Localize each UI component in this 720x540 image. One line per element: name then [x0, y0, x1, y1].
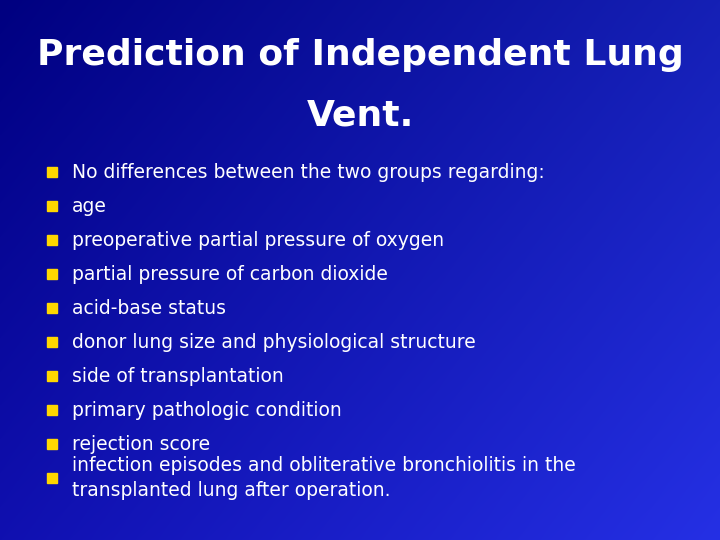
- Bar: [47, 269, 57, 279]
- Bar: [47, 371, 57, 381]
- Text: preoperative partial pressure of oxygen: preoperative partial pressure of oxygen: [72, 231, 444, 249]
- Text: acid-base status: acid-base status: [72, 299, 226, 318]
- Text: side of transplantation: side of transplantation: [72, 367, 284, 386]
- Text: partial pressure of carbon dioxide: partial pressure of carbon dioxide: [72, 265, 388, 284]
- Text: rejection score: rejection score: [72, 435, 210, 454]
- Text: age: age: [72, 197, 107, 215]
- Bar: [47, 337, 57, 347]
- Text: Vent.: Vent.: [307, 98, 413, 132]
- Bar: [47, 201, 57, 211]
- Bar: [47, 167, 57, 177]
- Bar: [47, 439, 57, 449]
- Text: donor lung size and physiological structure: donor lung size and physiological struct…: [72, 333, 476, 352]
- Text: Prediction of Independent Lung: Prediction of Independent Lung: [37, 38, 683, 72]
- Text: No differences between the two groups regarding:: No differences between the two groups re…: [72, 163, 545, 181]
- Bar: [47, 473, 57, 483]
- Text: infection episodes and obliterative bronchiolitis in the
transplanted lung after: infection episodes and obliterative bron…: [72, 456, 576, 500]
- Text: primary pathologic condition: primary pathologic condition: [72, 401, 342, 420]
- Bar: [47, 303, 57, 313]
- Bar: [47, 235, 57, 245]
- Bar: [47, 405, 57, 415]
